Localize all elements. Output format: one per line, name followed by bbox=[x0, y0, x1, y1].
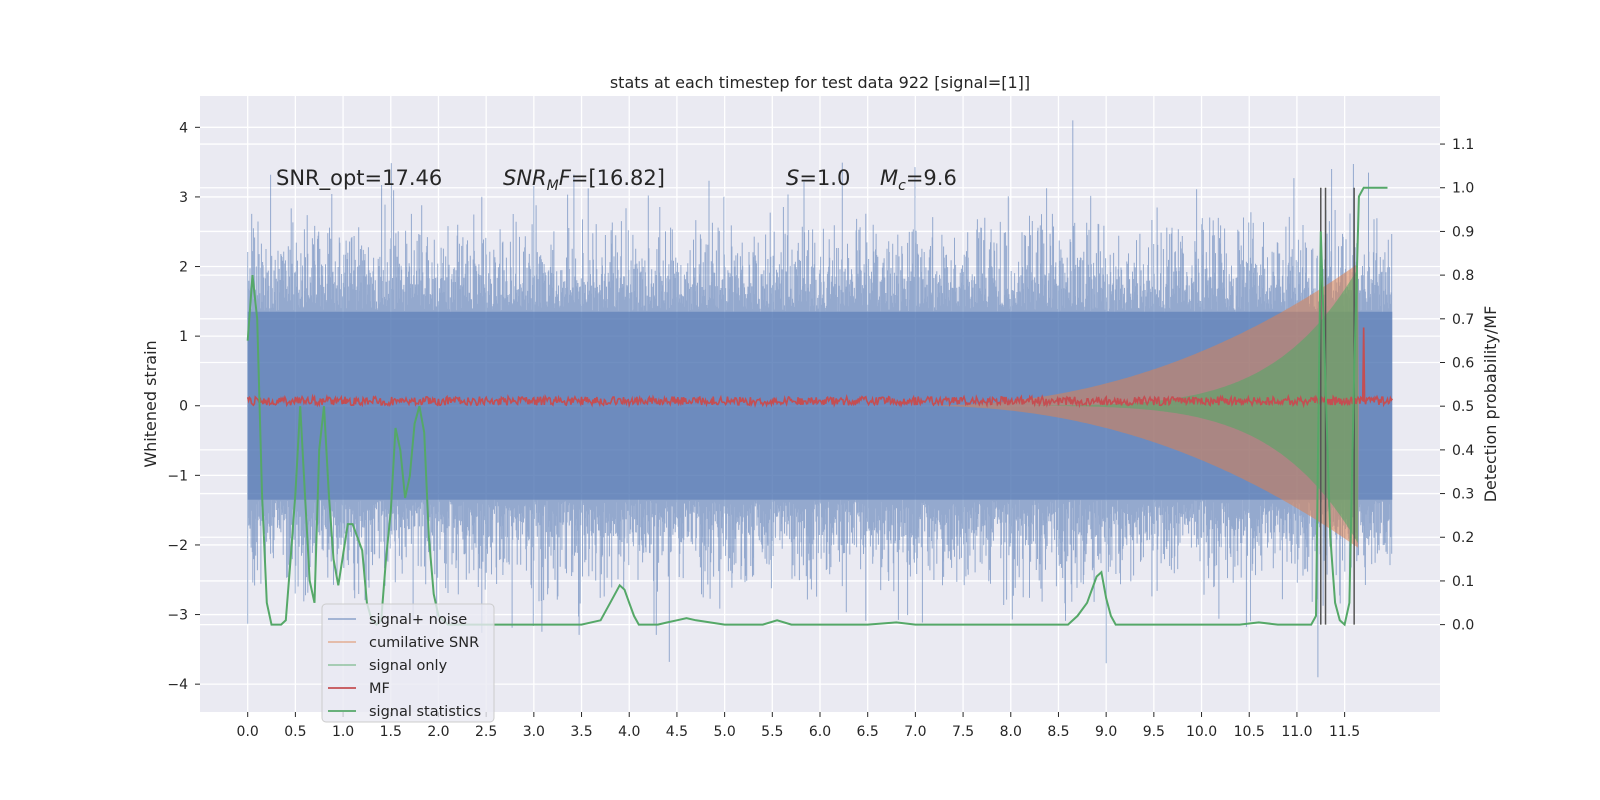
annotation-snr-opt: SNR_opt=17.46 bbox=[276, 166, 442, 191]
x-tick-label: 4.0 bbox=[618, 724, 640, 740]
x-tick-label: 1.0 bbox=[332, 724, 354, 740]
x-tick-label: 3.0 bbox=[523, 724, 545, 740]
y-tick-label: 0 bbox=[179, 399, 188, 415]
x-tick-label: 2.5 bbox=[475, 724, 497, 740]
x-tick-label: 2.0 bbox=[427, 724, 449, 740]
y-tick-label: −2 bbox=[167, 538, 188, 554]
annotation-s: S=1.0 bbox=[786, 166, 850, 190]
y-tick-label: 1 bbox=[179, 329, 188, 345]
x-tick-label: 8.5 bbox=[1047, 724, 1069, 740]
legend-label: signal statistics bbox=[369, 704, 481, 720]
legend-label: cumilative SNR bbox=[369, 635, 479, 651]
x-tick-label: 7.5 bbox=[952, 724, 974, 740]
x-tick-label: 6.0 bbox=[809, 724, 831, 740]
x-tick-label: 10.5 bbox=[1234, 724, 1265, 740]
x-tick-label: 5.0 bbox=[713, 724, 735, 740]
y2-tick-label: 0.5 bbox=[1452, 399, 1474, 415]
signal-only-area bbox=[915, 268, 1358, 544]
y-tick-label: 3 bbox=[179, 190, 188, 206]
y2-tick-label: 0.3 bbox=[1452, 487, 1474, 503]
y-tick-label: −4 bbox=[167, 677, 188, 693]
y2-axis-label: Detection probability/MF bbox=[1481, 306, 1500, 503]
y2-tick-label: 0.0 bbox=[1452, 618, 1474, 634]
x-tick-label: 6.5 bbox=[857, 724, 879, 740]
y-axis-label: Whitened strain bbox=[141, 340, 160, 467]
signal-statistics-line bbox=[246, 186, 1388, 627]
x-tick-label: 11.5 bbox=[1329, 724, 1360, 740]
legend-box bbox=[321, 603, 495, 723]
x-tick-label: 0.5 bbox=[284, 724, 306, 740]
mf-line bbox=[246, 327, 1393, 409]
x-tick-label: 3.5 bbox=[570, 724, 592, 740]
y2-tick-label: 0.8 bbox=[1452, 268, 1474, 284]
y2-tick-label: 0.9 bbox=[1452, 224, 1474, 240]
legend: signal+ noise cumilative SNR signal only MF… bbox=[321, 603, 495, 723]
y2-tick-label: 0.4 bbox=[1452, 443, 1474, 459]
x-axis-ticks: 0.0 0.5 1.0 1.5 2.0 2.5 3.0 3.5 4.0 4.5 5.0 5.5 6.0 6… bbox=[237, 712, 1360, 740]
y2-tick-label: 0.6 bbox=[1452, 355, 1474, 371]
annotation-snr-mf: SNRMF=[16.82] bbox=[503, 166, 665, 194]
y-axis-ticks: 4 3 2 1 0 −1 −2 −3 −4 bbox=[167, 120, 200, 693]
chart-title: stats at each timestep for test data 922… bbox=[610, 73, 1030, 92]
y-tick-label: −1 bbox=[167, 468, 188, 484]
x-tick-label: 1.5 bbox=[380, 724, 402, 740]
annotation-mc: Mc=9.6 bbox=[880, 166, 957, 194]
x-tick-label: 9.0 bbox=[1095, 724, 1117, 740]
y2-tick-label: 0.1 bbox=[1452, 574, 1474, 590]
y2-axis-ticks: 1.1 1.0 0.9 0.8 0.7 0.6 0.5 0.4 0.3 0.2 0.1 0.0 bbox=[1440, 137, 1474, 634]
x-tick-label: 11.0 bbox=[1281, 724, 1312, 740]
y2-tick-label: 1.1 bbox=[1452, 137, 1474, 153]
mf-trace bbox=[246, 327, 1393, 409]
x-tick-label: 7.0 bbox=[904, 724, 926, 740]
y2-tick-label: 0.7 bbox=[1452, 312, 1474, 328]
y-tick-label: 2 bbox=[179, 260, 188, 276]
legend-label: signal+ noise bbox=[369, 612, 467, 628]
y-tick-label: 4 bbox=[179, 120, 188, 136]
x-tick-label: 0.0 bbox=[237, 724, 259, 740]
x-tick-label: 4.5 bbox=[666, 724, 688, 740]
x-tick-label: 5.5 bbox=[761, 724, 783, 740]
signal-statistics-trace bbox=[246, 186, 1388, 627]
x-tick-label: 10.0 bbox=[1186, 724, 1217, 740]
legend-label: MF bbox=[369, 681, 390, 697]
x-tick-label: 8.0 bbox=[1000, 724, 1022, 740]
x-tick-label: 9.5 bbox=[1143, 724, 1165, 740]
y2-tick-label: 1.0 bbox=[1452, 181, 1474, 197]
signal-only-band bbox=[915, 268, 1358, 544]
legend-label: signal only bbox=[369, 658, 448, 674]
y2-tick-label: 0.2 bbox=[1452, 530, 1474, 546]
y-tick-label: −3 bbox=[167, 608, 188, 624]
